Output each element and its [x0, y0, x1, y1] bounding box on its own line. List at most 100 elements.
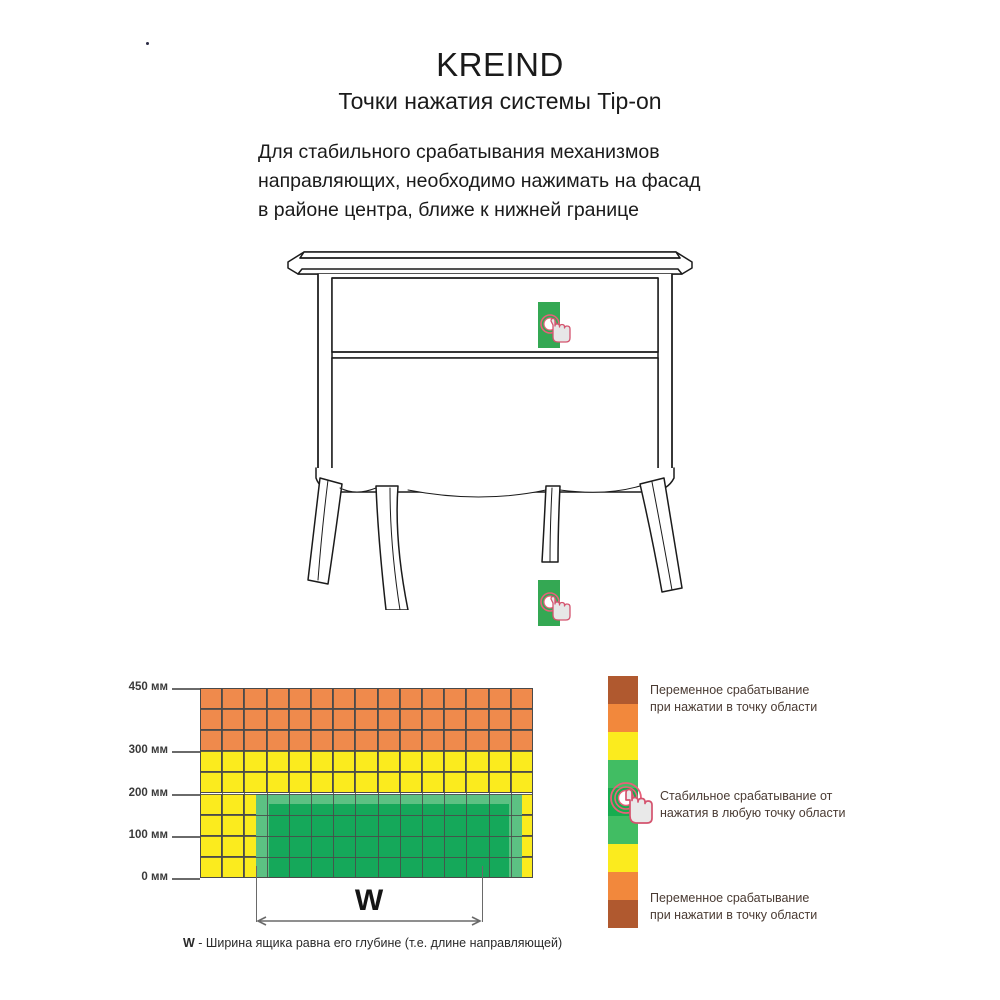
nightstand-illustration [280, 228, 700, 626]
intro-line-1: Для стабильного срабатывания механизмов [258, 141, 660, 163]
heatmap-cell [311, 730, 334, 752]
heatmap-cell [311, 751, 334, 773]
dimension-caption-bold: W [183, 936, 195, 950]
heatmap-cell [311, 772, 334, 794]
y-axis-tick [172, 688, 200, 690]
heatmap-cell [288, 772, 311, 794]
heatmap-cell [311, 709, 334, 731]
heatmap-cell [288, 751, 311, 773]
intro-paragraph: Для стабильного срабатывания механизмов … [258, 138, 778, 225]
heatmap-cell [444, 688, 467, 710]
tap-hand-icon [610, 782, 653, 824]
legend-band [608, 844, 638, 872]
heatmap-cell [244, 709, 267, 731]
page-title: KREIND [436, 46, 564, 83]
heatmap-cell [222, 709, 245, 731]
heatmap-cell [288, 709, 311, 731]
heatmap-cell [355, 751, 378, 773]
heatmap-cell [399, 751, 422, 773]
legend-band [608, 676, 638, 704]
extension-line-left [256, 866, 257, 922]
heatmap-cell [244, 751, 267, 773]
intro-line-3: в районе центра, ближе к нижней границе [258, 199, 639, 221]
heatmap-cell [466, 772, 489, 794]
heatmap-cell [266, 730, 289, 752]
heatmap-cell [200, 688, 223, 710]
press-zone-heatmap [200, 688, 533, 878]
heatmap-cell [399, 730, 422, 752]
heatmap-cells [200, 688, 533, 878]
heatmap-cell [444, 730, 467, 752]
dimension-letter-w: W [354, 884, 384, 917]
heatmap-cell [222, 688, 245, 710]
heatmap-cell [355, 730, 378, 752]
heatmap-cell [222, 751, 245, 773]
heatmap-cell [333, 730, 356, 752]
heatmap-cell [222, 793, 245, 815]
y-axis-label: 0 мм [141, 870, 168, 883]
legend-entry-2-line2: при нажатии в точку области [650, 908, 818, 922]
heatmap-gridlines [200, 688, 533, 878]
heatmap-cell [333, 772, 356, 794]
legend: Переменное срабатывание при нажатии в то… [608, 676, 908, 928]
y-axis-tick [172, 835, 200, 838]
y-axis-label: 100 мм [128, 828, 168, 841]
extension-line-right [482, 866, 483, 922]
y-axis-tick [172, 793, 200, 796]
heatmap-cell [288, 688, 311, 710]
heatmap-cell [200, 835, 223, 857]
heatmap-cell [422, 772, 445, 794]
dimension-caption-text: - Ширина ящика равна его глубине (т.е. д… [194, 936, 563, 950]
y-axis-label: 200 мм [128, 786, 168, 799]
heatmap-cell [377, 709, 400, 731]
page-subtitle: Точки нажатия системы Tip-on [338, 88, 662, 114]
heatmap-cell [466, 751, 489, 773]
dimension-arrow-line [256, 914, 482, 926]
heatmap-cell [444, 709, 467, 731]
heatmap-cell [333, 751, 356, 773]
legend-band [608, 900, 638, 928]
legend-band [608, 872, 638, 900]
y-axis-label: 450 мм [128, 681, 168, 693]
heatmap-cell [444, 751, 467, 773]
heatmap-cell [422, 730, 445, 752]
legend-entry-1: Стабильное срабатывание от нажатия в люб… [660, 788, 845, 822]
heatmap-cell [222, 835, 245, 857]
heatmap-cell [200, 814, 223, 836]
legend-entry-2: Переменное срабатывание при нажатии в то… [650, 890, 817, 924]
heatmap-cell [399, 709, 422, 731]
heatmap-cell [466, 730, 489, 752]
stable-zone-core [268, 804, 509, 878]
heatmap-cell [488, 751, 511, 773]
heatmap-cell [399, 688, 422, 710]
heatmap-cell [200, 772, 223, 794]
intro-line-2: направляющих, необходимо нажимать на фас… [258, 170, 701, 192]
legend-entry-2-line1: Переменное срабатывание [650, 891, 810, 905]
heatmap-cell [377, 751, 400, 773]
heatmap-cell [244, 772, 267, 794]
stray-dot-artifact [146, 42, 149, 45]
heatmap-cell [466, 688, 489, 710]
heatmap-cell [222, 814, 245, 836]
legend-entry-0-line2: при нажатии в точку области [650, 700, 818, 714]
heatmap-cell [200, 730, 223, 752]
heatmap-cell [422, 709, 445, 731]
heatmap-cell [311, 688, 334, 710]
heatmap-cell [355, 688, 378, 710]
heatmap-cell [488, 772, 511, 794]
heatmap-cell [488, 688, 511, 710]
heatmap-cell [200, 709, 223, 731]
heatmap-cell [444, 772, 467, 794]
heatmap-cell [266, 772, 289, 794]
legend-band [608, 732, 638, 760]
heatmap-cell [422, 688, 445, 710]
heatmap-cell [288, 730, 311, 752]
heatmap-cell [355, 709, 378, 731]
heatmap-cell [222, 730, 245, 752]
legend-entry-0: Переменное срабатывание при нажатии в то… [650, 682, 817, 716]
legend-entry-0-line1: Переменное срабатывание [650, 683, 810, 697]
heatmap-cell [222, 772, 245, 794]
heatmap-cell [333, 709, 356, 731]
heatmap-cell [244, 688, 267, 710]
heatmap-cell [200, 793, 223, 815]
